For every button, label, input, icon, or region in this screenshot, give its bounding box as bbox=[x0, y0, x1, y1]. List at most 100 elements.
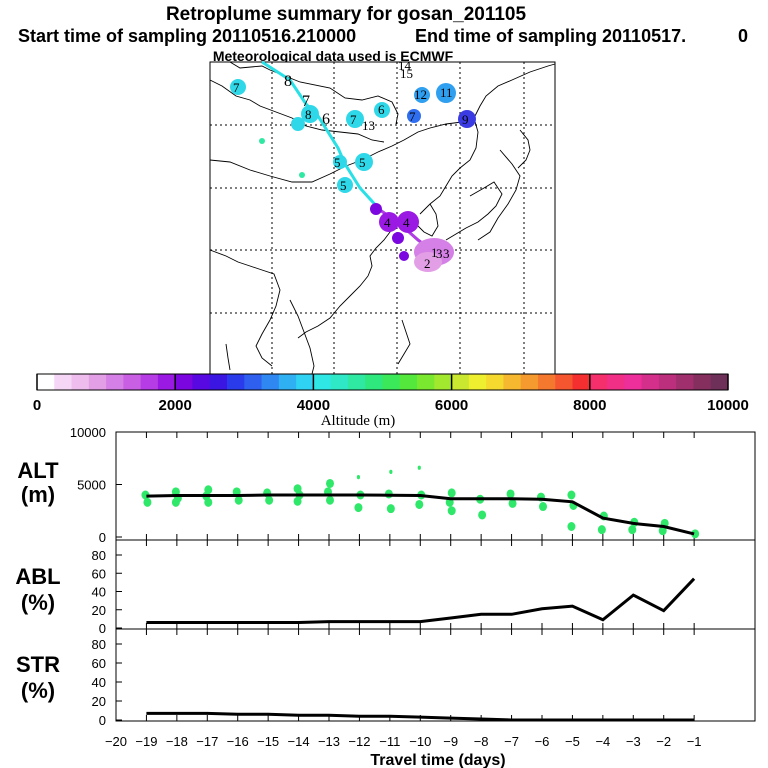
plume-blob bbox=[301, 105, 319, 123]
plume-blob bbox=[392, 232, 404, 244]
colorbar-cell bbox=[710, 374, 729, 390]
panel-unit-str: (%) bbox=[21, 678, 55, 703]
colorbar-cell bbox=[296, 374, 314, 390]
plume-blob bbox=[346, 110, 364, 128]
colorbar-cell bbox=[106, 374, 124, 390]
plume-blob bbox=[414, 252, 442, 272]
colorbar-tick-label: 0 bbox=[33, 397, 41, 414]
map-day-label: 1 bbox=[431, 245, 438, 260]
colorbar-cell bbox=[417, 374, 435, 390]
colorbar-tick-label: 4000 bbox=[297, 397, 330, 414]
alt-scatter-point bbox=[447, 488, 456, 498]
plume-blob bbox=[333, 155, 347, 169]
plume-blob bbox=[397, 211, 419, 233]
colorbar-cell bbox=[278, 374, 297, 390]
alt-scatter-point bbox=[389, 469, 393, 474]
map-day-label: 7 bbox=[233, 80, 240, 95]
map-day-label: 12 bbox=[414, 87, 427, 102]
alt-scatter-point bbox=[171, 497, 180, 507]
x-tick-label: −13 bbox=[318, 734, 340, 749]
colorbar-cell bbox=[503, 374, 522, 390]
colorbar-cell bbox=[572, 374, 591, 390]
panel-frame bbox=[115, 539, 756, 630]
x-tick-label: −9 bbox=[443, 734, 458, 749]
alt-scatter-point bbox=[658, 526, 667, 536]
colorbar-cell bbox=[641, 374, 660, 390]
alt-scatter-point bbox=[567, 522, 576, 531]
panel-unit-alt: (m) bbox=[21, 482, 55, 507]
colorbar-cell bbox=[140, 374, 159, 390]
map-day-labels: 1 2 3 3 4 4 5 5 5 6 6 7 7 7 7 8 8 9 11 1… bbox=[233, 58, 469, 271]
alt-scatter-point bbox=[539, 502, 547, 512]
y-tick-label: 80 bbox=[92, 637, 106, 652]
alt-scatter-point bbox=[143, 497, 152, 507]
map-day-label: 7 bbox=[302, 93, 310, 110]
map-day-label: 5 bbox=[334, 155, 341, 170]
x-tick-label: −16 bbox=[227, 734, 249, 749]
map-day-label: 15 bbox=[400, 66, 413, 81]
coast-indochina bbox=[289, 299, 315, 375]
alt-scatter-point bbox=[234, 495, 243, 505]
colorbar-cell bbox=[244, 374, 263, 390]
alt-scatter-point bbox=[597, 525, 606, 535]
x-tick-label: −15 bbox=[257, 734, 279, 749]
map-day-label: 6 bbox=[322, 111, 330, 128]
map-day-label: 8 bbox=[284, 73, 292, 90]
colorbar-cell bbox=[71, 374, 90, 390]
plume-blob bbox=[355, 153, 373, 171]
alt-scatter-point bbox=[415, 499, 424, 509]
x-tick-label: −10 bbox=[409, 734, 431, 749]
panel-label-abl: ABL bbox=[15, 564, 60, 589]
subtitle-end: End time of sampling 20110517. bbox=[415, 26, 686, 46]
colorbar: 0 2000 4000 6000 8000 10000 Altitude (m) bbox=[33, 373, 749, 429]
colorbar-cell bbox=[227, 374, 245, 390]
map-day-label: 11 bbox=[440, 85, 453, 100]
panel-frame bbox=[115, 628, 756, 722]
map-day-label: 4 bbox=[403, 215, 410, 230]
map-day-label: 2 bbox=[424, 256, 431, 271]
plume-blob bbox=[337, 177, 353, 193]
colorbar-cell bbox=[88, 374, 107, 390]
colorbar-cell bbox=[468, 374, 487, 390]
panel-label-str: STR bbox=[16, 652, 60, 677]
colorbar-cell bbox=[54, 374, 73, 390]
colorbar-cell bbox=[157, 374, 176, 390]
colorbar-cell bbox=[399, 374, 418, 390]
time-series-panels: 0500010000ALT(m)020406080ABL(%)020406080… bbox=[15, 425, 756, 728]
panel-str: 0 20 40 60 80 STR(%) bbox=[16, 628, 756, 728]
x-tick-label: −5 bbox=[565, 734, 580, 749]
plume-blob bbox=[299, 172, 305, 178]
colorbar-cell bbox=[37, 374, 55, 390]
colorbar-cell bbox=[451, 374, 470, 390]
alt-scatter-point bbox=[204, 497, 213, 507]
alt-scatter-point bbox=[628, 525, 637, 535]
plume-blob bbox=[259, 138, 265, 144]
alt-scatter-point bbox=[356, 475, 361, 480]
map-day-label: 5 bbox=[340, 178, 347, 193]
series-line-str bbox=[146, 711, 695, 722]
alt-scatter-point bbox=[417, 465, 421, 470]
x-tick-label: −2 bbox=[656, 734, 671, 749]
coast-philippines bbox=[397, 319, 411, 365]
coast-russia-far-east bbox=[477, 149, 521, 241]
y-tick-label: 20 bbox=[92, 694, 106, 709]
panel-alt: 0 5000 10000 ALT(m) bbox=[17, 425, 756, 545]
y-tick-label: 40 bbox=[92, 675, 106, 690]
border-northeast bbox=[473, 63, 556, 119]
alt-scatter-point bbox=[567, 490, 576, 500]
alt-scatter-point bbox=[354, 503, 363, 513]
plume-blob bbox=[291, 117, 305, 131]
colorbar-cell bbox=[624, 374, 643, 390]
map-day-label: 3 bbox=[436, 246, 443, 261]
y-tick-label: 60 bbox=[92, 656, 106, 671]
map-day-label: 14 bbox=[398, 58, 412, 73]
x-tick-label: −8 bbox=[474, 734, 489, 749]
colorbar-ticks: 0 2000 4000 6000 8000 10000 bbox=[33, 374, 749, 414]
colorbar-cell bbox=[537, 374, 556, 390]
alt-scatter-point bbox=[691, 529, 700, 539]
x-tick-label: −18 bbox=[166, 734, 188, 749]
alt-scatter-point bbox=[508, 498, 517, 508]
colorbar-cell bbox=[365, 374, 383, 390]
x-tick-label: −17 bbox=[196, 734, 218, 749]
colorbar-cell bbox=[209, 374, 228, 390]
